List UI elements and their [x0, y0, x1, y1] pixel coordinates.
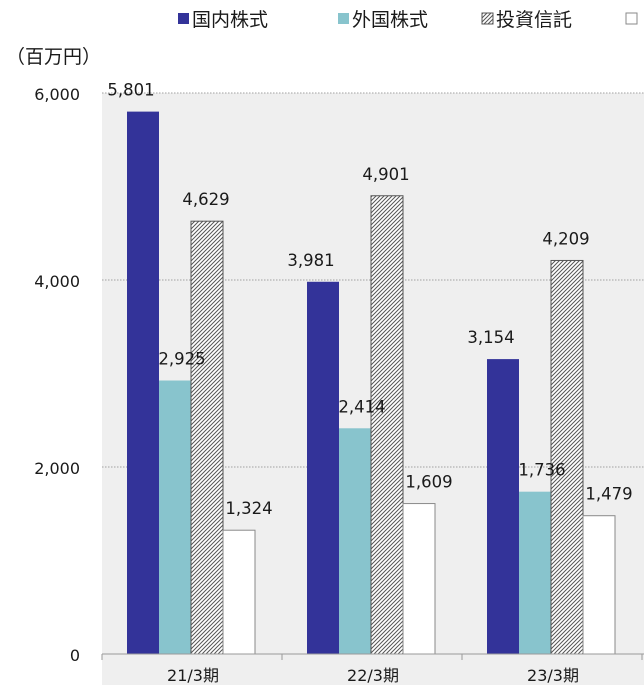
- legend-item: 投資信託: [481, 9, 572, 31]
- data-label: 2,414: [338, 397, 385, 416]
- data-label: 1,609: [405, 473, 452, 492]
- legend-item: 外国株式: [338, 9, 428, 31]
- data-label: 5,801: [107, 81, 154, 100]
- data-label: 1,324: [225, 499, 272, 518]
- y-tick-label: 6,000: [34, 85, 80, 104]
- x-tick-label: 22/3期: [347, 666, 399, 685]
- bar: [222, 529, 256, 655]
- legend-label: 外国株式: [352, 9, 428, 31]
- bar: [190, 220, 224, 655]
- bar: [402, 503, 436, 655]
- bar: [487, 359, 519, 654]
- bar: [550, 259, 584, 655]
- bar: [307, 281, 339, 654]
- x-tick-label: 21/3期: [167, 666, 219, 685]
- y-axis-unit: （百万円）: [6, 46, 101, 68]
- legend-item: 国内株式: [178, 9, 268, 31]
- bar: [339, 428, 371, 654]
- legend-swatch: [178, 13, 189, 24]
- legend-item: [625, 12, 638, 25]
- y-tick-label: 0: [70, 646, 80, 665]
- data-label: 1,479: [585, 485, 632, 504]
- data-label: 1,736: [518, 461, 565, 480]
- bar: [519, 491, 551, 654]
- data-label: 3,981: [287, 251, 334, 270]
- y-tick-label: 2,000: [34, 459, 80, 478]
- y-tick-label: 4,000: [34, 272, 80, 291]
- bar: [159, 380, 191, 654]
- bar: [370, 195, 404, 655]
- bar: [127, 111, 159, 654]
- data-label: 4,901: [362, 165, 409, 184]
- legend-swatch: [481, 12, 494, 25]
- data-label: 2,925: [158, 350, 205, 369]
- data-label: 4,629: [182, 190, 229, 209]
- legend-swatch: [625, 12, 638, 25]
- legend-swatch: [338, 13, 349, 24]
- data-label: 3,154: [467, 328, 514, 347]
- legend-label: 国内株式: [192, 9, 268, 31]
- x-tick-label: 23/3期: [527, 666, 579, 685]
- bar: [582, 515, 616, 655]
- legend-label: 投資信託: [496, 9, 572, 31]
- data-label: 4,209: [542, 229, 589, 248]
